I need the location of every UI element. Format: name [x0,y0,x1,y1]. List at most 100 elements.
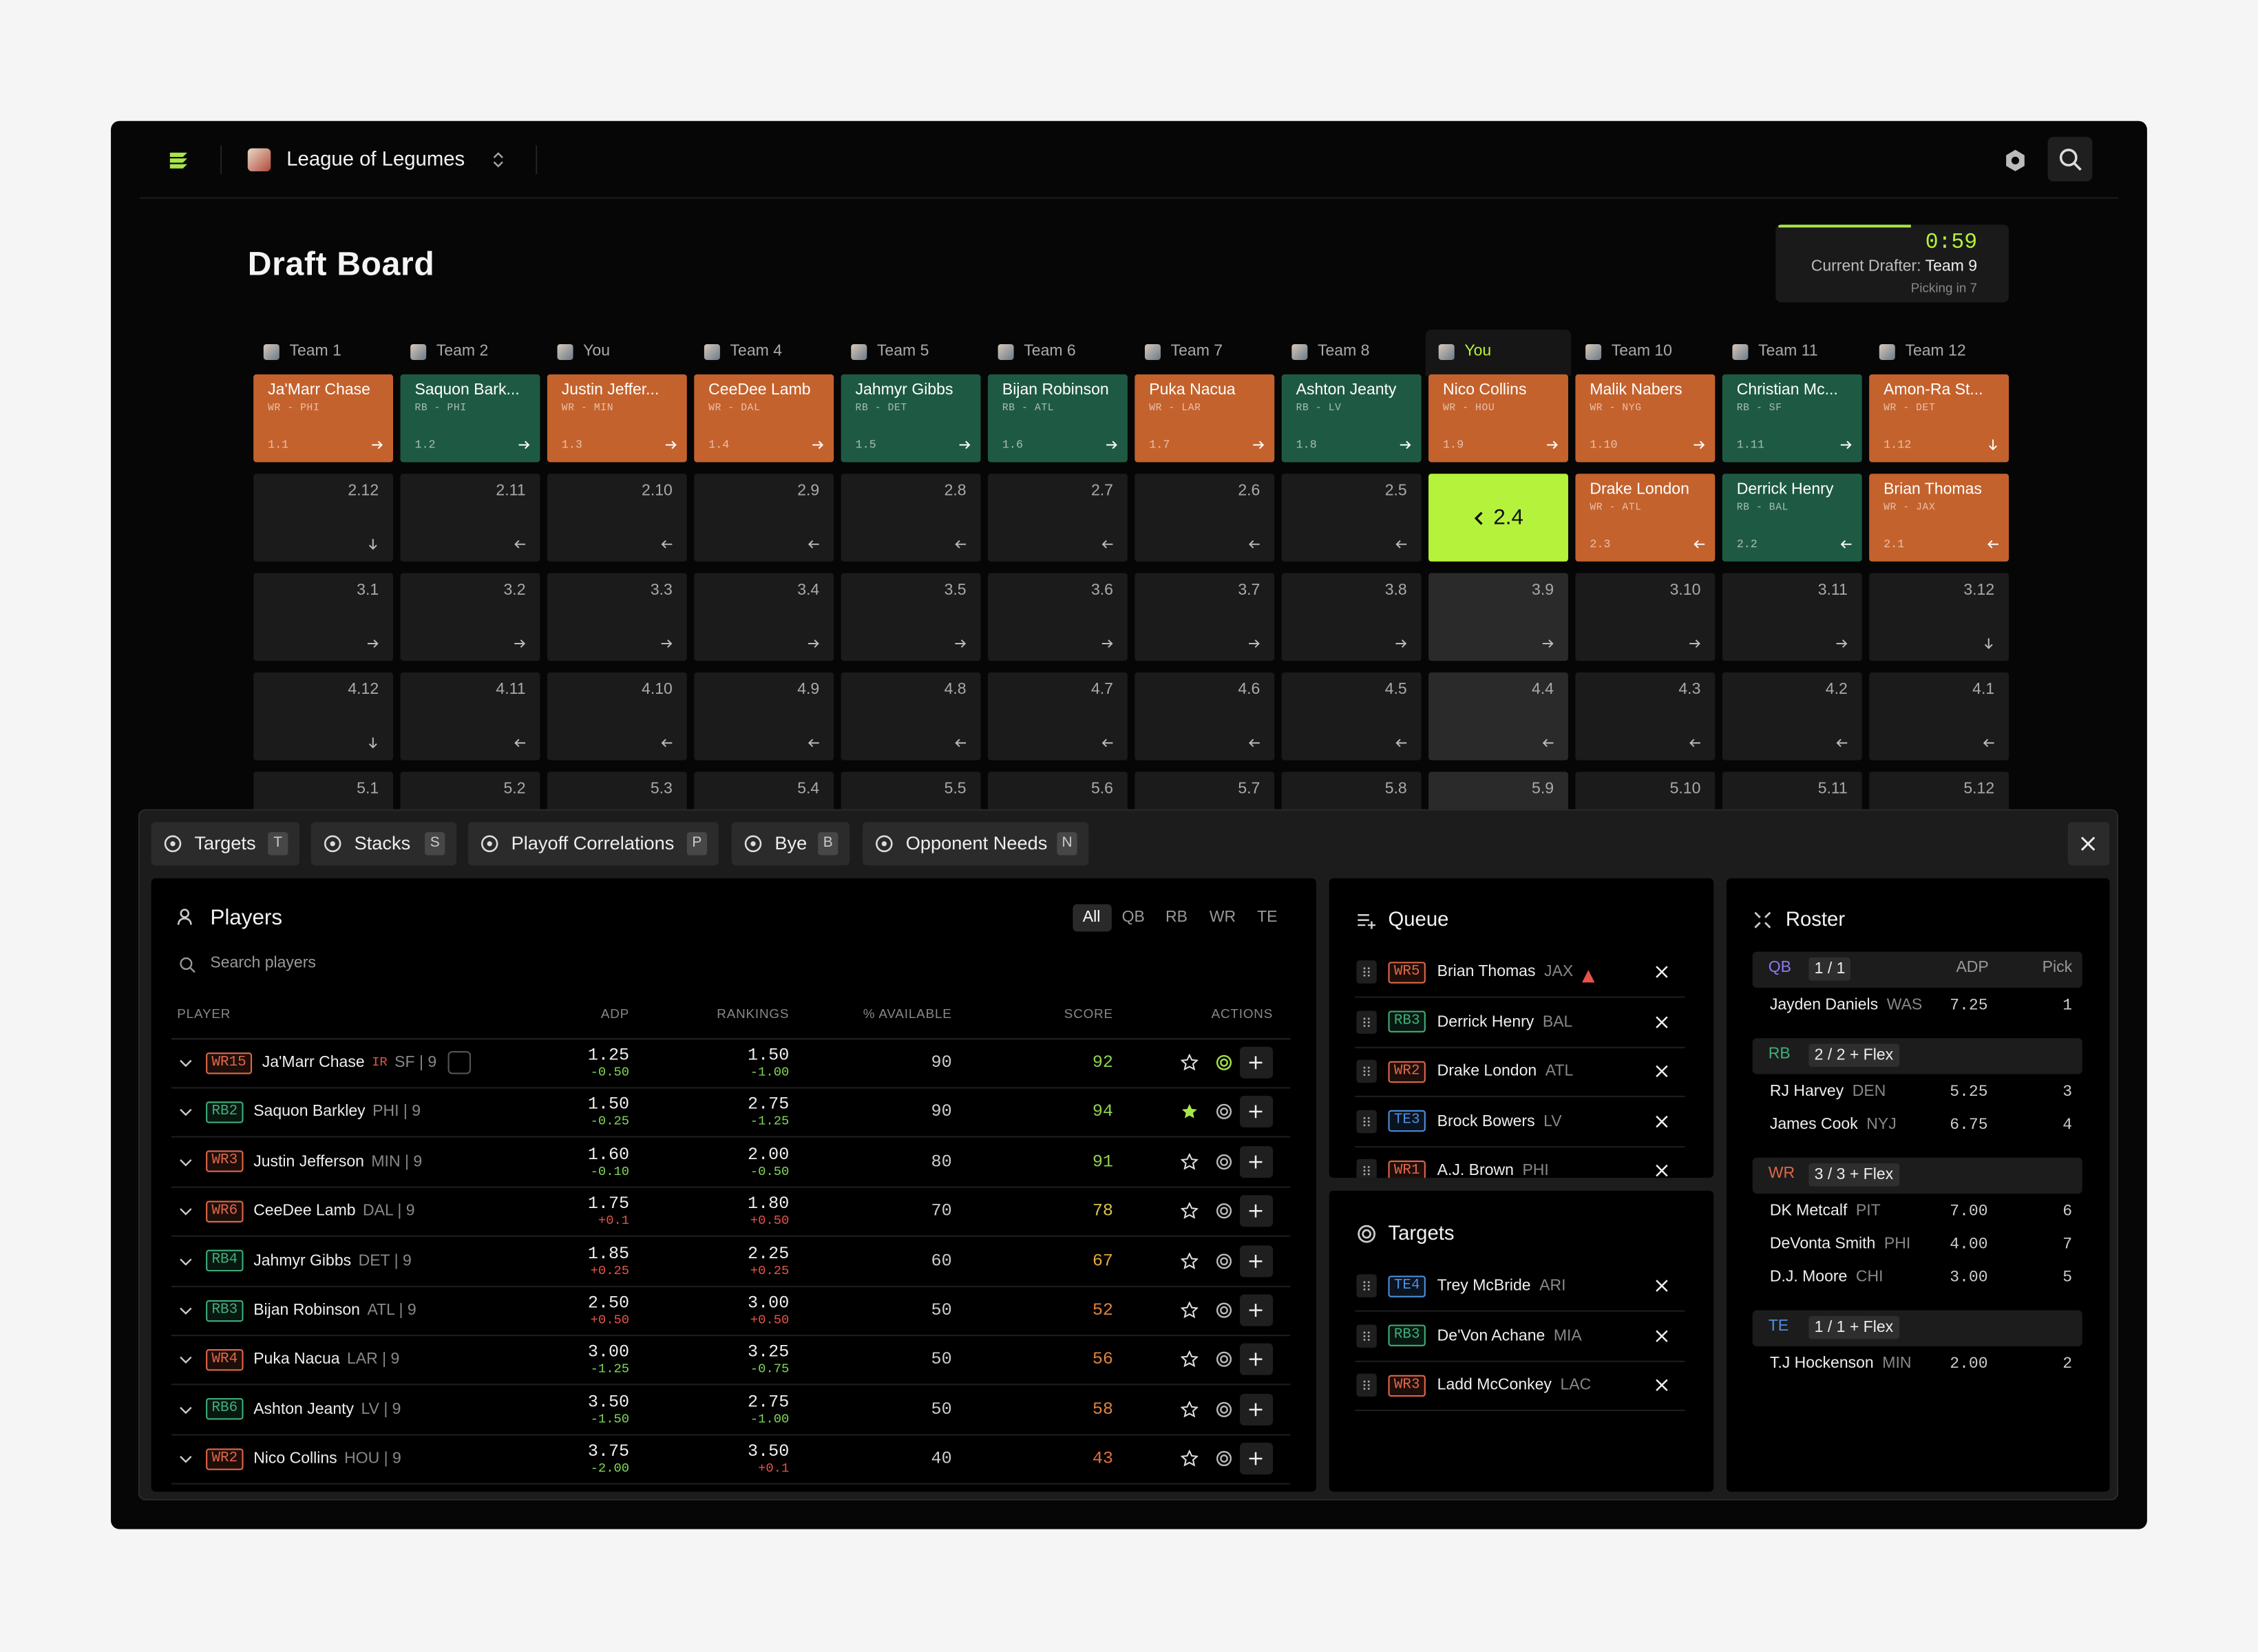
drafted-pick-cell[interactable]: Ja'Marr Chase WR - PHI 1.1 [253,374,394,463]
drafted-pick-cell[interactable]: Jahmyr Gibbs RB - DET 1.5 [841,374,981,463]
drag-handle[interactable] [1356,960,1377,984]
target-button[interactable] [1215,1450,1232,1468]
close-icon[interactable] [1653,1112,1670,1130]
pick-cell[interactable]: 3.12 [1869,573,2009,661]
pick-cell[interactable]: 2.8 [841,474,981,562]
star-button[interactable] [1181,1301,1199,1319]
drafted-pick-cell[interactable]: Nico Collins WR - HOU 1.9 [1428,374,1568,463]
pick-cell[interactable]: 4.5 [1281,672,1422,761]
close-icon[interactable] [1653,1327,1670,1344]
star-button[interactable] [1181,1103,1198,1121]
drafted-pick-cell[interactable]: Brian Thomas WR - JAX 2.1 [1869,474,2009,562]
pick-cell[interactable]: 4.7 [987,672,1128,761]
pick-cell[interactable]: 3.9 [1428,573,1568,661]
tab[interactable]: Opponent Needs N [862,822,1089,866]
pick-cell[interactable]: 2.9 [694,474,834,562]
pick-cell[interactable]: 4.8 [841,672,981,761]
pick-cell[interactable]: 3.10 [1575,573,1716,661]
target-button[interactable] [1215,1302,1232,1319]
current-pick-cell[interactable]: 2.4 [1428,474,1568,562]
pick-cell[interactable]: 2.10 [547,474,687,562]
star-button[interactable] [1181,1351,1199,1368]
position-filter[interactable]: QB [1121,908,1145,926]
pick-cell[interactable]: 4.11 [400,672,540,761]
league-switcher[interactable] [489,150,507,170]
position-filter[interactable]: All [1082,908,1101,926]
drafted-pick-cell[interactable]: Justin Jeffer... WR - MIN 1.3 [547,374,687,463]
drag-handle[interactable] [1356,1158,1377,1178]
close-icon[interactable] [1653,963,1670,980]
pick-cell[interactable]: 3.8 [1281,573,1422,661]
pick-cell[interactable]: 3.11 [1722,573,1862,661]
pick-cell[interactable]: 2.12 [253,474,394,562]
pick-cell[interactable]: 3.5 [841,573,981,661]
expand-chevron[interactable] [177,1450,194,1468]
pick-cell[interactable]: 2.7 [987,474,1128,562]
expand-chevron[interactable] [177,1252,194,1269]
pick-cell[interactable]: 3.1 [253,573,394,661]
pick-cell[interactable]: 4.9 [694,672,834,761]
position-filter[interactable]: RB [1165,908,1188,926]
expand-chevron[interactable] [177,1203,194,1220]
drafted-pick-cell[interactable]: Amon-Ra St... WR - DET 1.12 [1869,374,2009,463]
close-icon[interactable] [1653,1277,1670,1294]
settings-button[interactable] [2003,148,2028,173]
expand-chevron[interactable] [177,1302,194,1319]
drag-handle[interactable] [1356,1324,1377,1347]
expand-chevron[interactable] [177,1153,194,1170]
pick-cell[interactable]: 4.2 [1722,672,1862,761]
tab[interactable]: Targets T [151,822,300,866]
target-button[interactable] [1215,1153,1232,1170]
close-icon[interactable] [1653,1063,1670,1080]
drafted-pick-cell[interactable]: Ashton Jeanty RB - LV 1.8 [1281,374,1422,463]
pick-cell[interactable]: 4.6 [1135,672,1275,761]
drag-handle[interactable] [1356,1274,1377,1298]
tab[interactable]: Stacks S [310,822,457,866]
expand-chevron[interactable] [177,1103,194,1121]
drafted-pick-cell[interactable]: Derrick Henry RB - BAL 2.2 [1722,474,1862,562]
drag-handle[interactable] [1356,1010,1377,1033]
expand-chevron[interactable] [177,1401,194,1418]
pick-cell[interactable]: 3.7 [1135,573,1275,661]
target-button[interactable] [1215,1401,1232,1418]
position-filter[interactable]: WR [1209,908,1236,926]
pick-cell[interactable]: 3.4 [694,573,834,661]
pick-cell[interactable]: 4.10 [547,672,687,761]
target-button[interactable] [1215,1054,1232,1071]
pick-cell[interactable]: 2.6 [1135,474,1275,562]
pick-cell[interactable]: 2.5 [1281,474,1422,562]
target-button[interactable] [1215,1203,1232,1220]
expand-chevron[interactable] [177,1054,194,1071]
close-icon[interactable] [1653,1162,1670,1178]
target-button[interactable] [1215,1252,1232,1269]
drag-handle[interactable] [1356,1109,1377,1133]
drafted-pick-cell[interactable]: Bijan Robinson RB - ATL 1.6 [987,374,1128,463]
pick-cell[interactable]: 3.3 [547,573,687,661]
star-button[interactable] [1181,1054,1199,1071]
star-button[interactable] [1181,1450,1199,1468]
search-button[interactable] [2047,136,2093,182]
pick-cell[interactable]: 4.3 [1575,672,1716,761]
drafted-pick-cell[interactable]: Christian Mc... RB - SF 1.11 [1722,374,1862,463]
close-icon[interactable] [1653,1377,1670,1394]
close-icon[interactable] [2078,834,2098,854]
pick-cell[interactable]: 4.4 [1428,672,1568,761]
star-button[interactable] [1181,1153,1199,1170]
search-input[interactable]: Search players [210,954,316,972]
target-button[interactable] [1215,1103,1232,1121]
star-button[interactable] [1181,1400,1199,1418]
expand-chevron[interactable] [177,1351,194,1368]
pick-cell[interactable]: 3.2 [400,573,540,661]
target-button[interactable] [1215,1351,1232,1368]
drafted-pick-cell[interactable]: Malik Nabers WR - NYG 1.10 [1575,374,1716,463]
drag-handle[interactable] [1356,1059,1377,1083]
pick-cell[interactable]: 2.11 [400,474,540,562]
pick-cell[interactable]: 4.12 [253,672,394,761]
drafted-pick-cell[interactable]: Drake London WR - ATL 2.3 [1575,474,1716,562]
drafted-pick-cell[interactable]: CeeDee Lamb WR - DAL 1.4 [694,374,834,463]
drag-handle[interactable] [1356,1373,1377,1397]
star-button[interactable] [1181,1252,1199,1269]
drafted-pick-cell[interactable]: Puka Nacua WR - LAR 1.7 [1135,374,1275,463]
pick-cell[interactable]: 4.1 [1869,672,2009,761]
tab[interactable]: Bye B [731,822,850,866]
